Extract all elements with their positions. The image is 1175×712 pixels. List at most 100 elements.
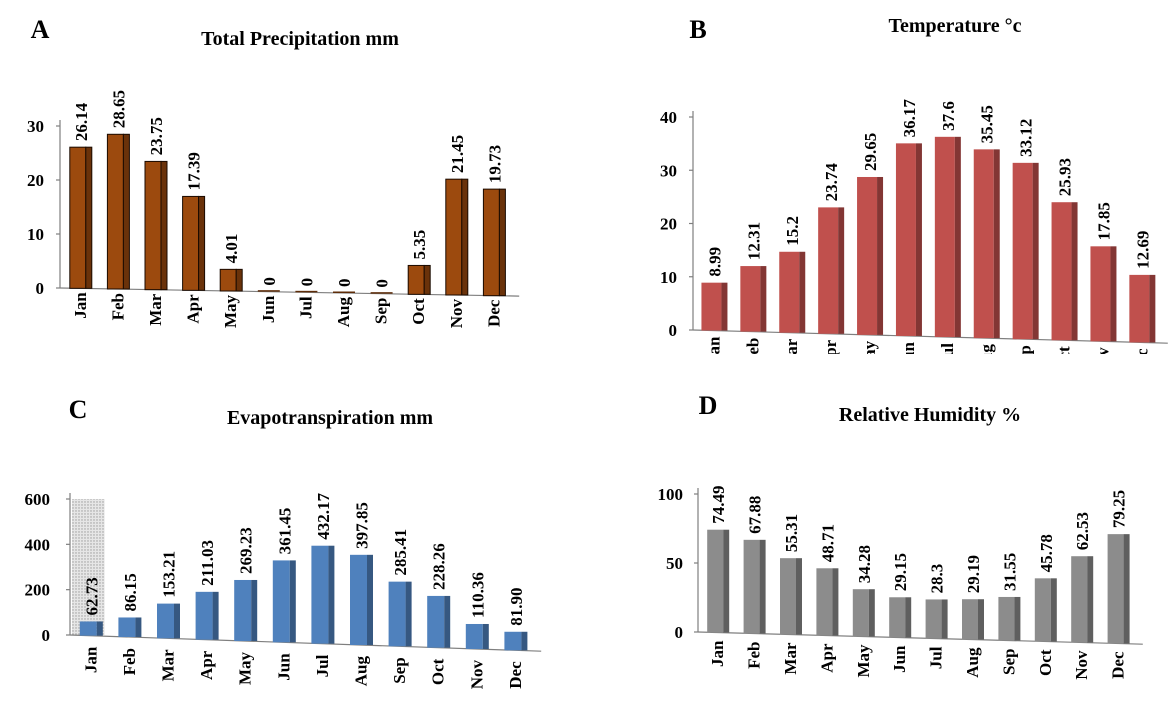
bar-front [69,146,87,289]
x-tick-label: Oct [429,658,448,685]
data-label: 12.69 [1133,231,1152,269]
y-tick-label: 400 [25,535,51,554]
data-label: 34.28 [855,545,874,583]
data-label: 432.17 [314,492,333,539]
data-label: 36.17 [900,99,919,138]
bar-side [122,133,130,290]
data-label: 15.2 [783,216,802,246]
bar-front [925,599,942,639]
bar-aug [973,149,1000,339]
bar-dec [482,188,506,297]
panel-letter: D [699,391,718,420]
bar-front [427,595,445,648]
x-tick-label: Jul [296,296,315,319]
bar-may [852,589,875,637]
y-tick-label: 200 [25,581,51,600]
x-tick-label: Feb [120,648,139,675]
bar-side [461,178,469,296]
bar-front [182,195,200,291]
bar-side [978,599,984,640]
bar-apr [818,207,845,334]
data-label: 17.39 [185,152,204,190]
panel-a: A Total Precipitation mm 0 10 20 30 26.14 Jan 28… [0,0,590,354]
chart-title: Total Precipitation mm [201,28,399,50]
bar-nov [465,623,489,649]
bar-feb [740,266,767,332]
bar-front [118,617,136,637]
data-label: 79.25 [1110,490,1129,528]
chart-title: Evapotranspiration mm [227,407,433,429]
bar-apr [816,568,839,636]
x-tick-label: Oct [409,298,428,325]
bar-jul [311,545,335,644]
bar-side [1110,246,1117,342]
bar-front [740,266,761,332]
bar-side [174,603,180,639]
x-tick-label: Sep [1016,345,1035,354]
bar-front [195,591,213,640]
y-tick-label: 30 [660,161,677,180]
chart-temperature: B Temperature °c 0 10 20 30 40 8.99 Jan 12.31 Feb 1… [660,15,1168,377]
bar-front [311,545,329,644]
bar-front [889,597,906,638]
y-tick-label: 50 [666,554,683,573]
data-label: 29.15 [891,553,910,591]
panel-b: B Temperature °c 0 10 20 30 40 8.99 Jan 12.31 Feb 1… [590,0,1175,377]
x-tick-label: Jun [890,645,909,673]
bar-side [135,617,142,637]
x-tick-label: May [854,644,873,678]
bar-side [1087,556,1094,643]
bar-jul [295,290,318,293]
bar-front [816,568,833,636]
data-label: 153.21 [160,551,179,598]
y-tick-label: 20 [27,171,44,190]
x-tick-label: Jul [927,646,946,669]
x-tick-label: Nov [1093,347,1112,354]
bar-side [405,581,412,647]
x-tick-label: Dec [484,299,503,327]
bar-apr [195,591,219,640]
bar-front [1051,202,1072,341]
bar-jun [257,290,280,292]
x-tick-label: Apr [817,643,836,673]
data-label: 35.45 [978,105,997,143]
panel-letter: C [69,395,88,424]
data-label: 48.71 [818,524,837,562]
y-tick-label: 0 [669,321,678,340]
bar-side [521,631,528,651]
data-label: 19.73 [485,145,504,183]
bar-front [707,529,724,633]
x-tick-label: Jun [259,295,278,323]
bar-front [219,268,237,292]
x-tick-label: Nov [1072,650,1091,680]
bar-side [1050,578,1057,642]
chart-evapotranspiration: C Evapotranspiration mm 0 200 400 600 62.73 Jan… [25,395,542,690]
data-label: 23.75 [147,117,166,155]
bar-front [144,160,162,291]
x-tick-label: Apr [184,294,203,324]
y-tick-label: 20 [660,215,677,234]
data-label: 4.01 [222,234,241,264]
bar-side [905,597,912,638]
bar-front [333,291,355,293]
data-label: 21.45 [448,135,467,173]
bar-aug [333,291,355,293]
data-label: 17.85 [1094,202,1113,240]
bar-front [272,560,290,643]
data-label: 31.55 [1000,553,1019,591]
data-label: 23.74 [822,163,841,202]
chart-title: Temperature °c [889,15,1022,37]
bar-front [1012,162,1033,340]
bar-jul [934,136,961,338]
bar-mar [780,558,802,635]
x-tick-label: Mar [146,293,165,326]
x-tick-label: Jul [938,343,957,354]
bar-nov [1090,246,1117,342]
data-label: 0 [260,277,279,286]
bar-front [504,631,522,651]
bar-front [962,599,978,640]
data-label: 74.49 [709,485,728,523]
bar-front [852,589,869,637]
x-tick-label: Nov [467,660,486,690]
data-label: 55.31 [782,514,801,552]
